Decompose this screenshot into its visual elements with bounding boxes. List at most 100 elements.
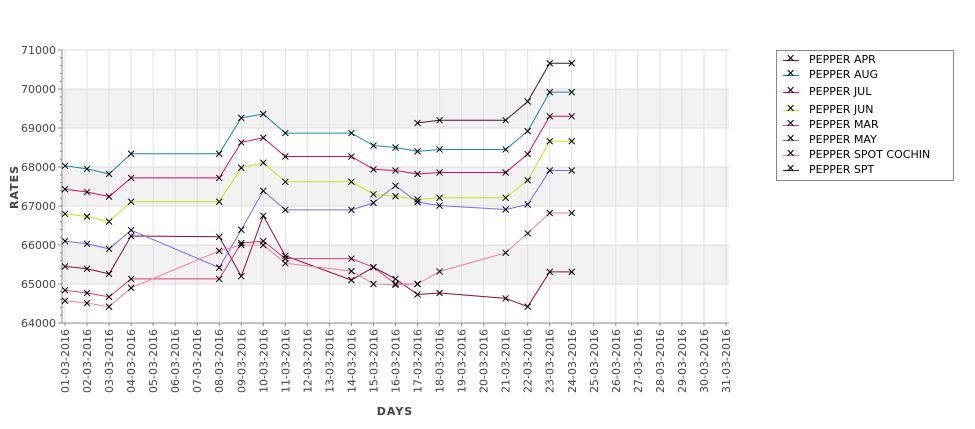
data-point-pepper-apr [281,252,289,260]
data-point-pepper-spot-cochin [392,281,399,289]
x-tick-label: 12-03-2016 [301,329,314,393]
x-axis-label: DAYS [377,405,413,418]
data-point-pepper-spt [568,59,576,67]
x-tick-label: 28-03-2016 [654,329,667,393]
data-point-pepper-spt [502,116,510,124]
data-point-pepper-may [105,245,113,253]
data-point-pepper-aug [546,88,554,96]
data-point-pepper-apr [546,268,554,276]
data-point-pepper-may [546,167,554,174]
data-point-pepper-mar [215,275,223,283]
x-tick-label: 05-03-2016 [147,329,160,393]
x-tick-label: 25-03-2016 [588,329,601,393]
data-point-pepper-aug [215,150,223,158]
data-point-pepper-apr [392,275,399,283]
data-point-pepper-jun [436,194,443,202]
data-point-pepper-aug [568,88,576,96]
data-point-pepper-aug [237,114,245,122]
data-point-pepper-may [392,182,399,190]
data-point-pepper-apr [568,268,576,276]
data-point-pepper-spot-cochin [215,247,223,255]
legend-swatch-icon: ✕ [781,102,801,117]
data-point-pepper-spt [546,59,554,67]
data-point-pepper-jun [61,210,69,218]
data-point-pepper-jul [348,153,355,160]
x-tick-label: 21-03-2016 [500,329,513,393]
data-point-pepper-jul [237,139,245,146]
data-point-pepper-apr [105,270,113,278]
x-tick-label: 13-03-2016 [323,329,336,393]
data-point-pepper-spot-cochin [436,268,443,275]
x-tick-label: 30-03-2016 [698,329,711,393]
data-point-pepper-spot-cochin [568,209,576,217]
legend-item: ✕ PEPPER APR [781,52,876,67]
data-point-pepper-may [237,226,245,234]
data-point-pepper-jun [237,164,245,172]
x-tick-label: 03-03-2016 [103,329,116,393]
legend-label: PEPPER SPT [809,163,875,176]
data-point-pepper-aug [414,148,421,155]
legend-item: ✕ PEPPER AUG [781,67,878,82]
legend-label: PEPPER APR [809,53,876,66]
data-point-pepper-aug [281,129,289,137]
data-point-pepper-jul [392,167,399,174]
data-point-pepper-spot-cochin [281,259,289,267]
data-point-pepper-mar [237,239,245,247]
data-point-pepper-jun [281,178,289,186]
x-tick-label: 20-03-2016 [478,329,491,393]
data-point-pepper-mar [348,255,355,263]
data-point-pepper-spt [436,116,443,124]
data-point-pepper-aug [61,162,69,170]
legend-label: PEPPER SPOT COCHIN [809,148,931,161]
data-point-pepper-apr [524,303,532,310]
data-point-pepper-apr [502,295,510,302]
x-tick-label: 01-03-2016 [59,329,72,393]
legend-item: ✕ PEPPER SPOT COCHIN [781,147,931,162]
x-tick-label: 07-03-2016 [191,329,204,393]
x-tick-label: 22-03-2016 [522,329,535,393]
data-point-pepper-spot-cochin [414,280,421,288]
data-point-pepper-jun [348,178,355,186]
data-point-pepper-apr [414,291,421,298]
data-point-pepper-jul [215,174,223,182]
x-tick-label: 26-03-2016 [610,329,623,393]
data-point-pepper-apr [83,265,91,273]
y-tick-label: 69000 [21,122,56,135]
data-point-pepper-may [215,264,223,271]
y-tick-label: 67000 [21,200,56,213]
data-point-pepper-aug [127,150,135,158]
x-tick-label: 27-03-2016 [632,329,645,393]
data-point-pepper-aug [392,144,399,151]
data-point-pepper-spt [524,98,532,105]
x-tick-label: 11-03-2016 [279,329,292,393]
legend-swatch-icon: ✕ [781,162,801,177]
legend-label: PEPPER MAY [809,133,877,146]
data-point-pepper-jun [127,198,135,206]
x-tick-label: 29-03-2016 [676,329,689,393]
data-point-pepper-spot-cochin [370,280,377,288]
data-point-pepper-jul [281,153,289,160]
data-point-pepper-jul [568,112,576,120]
data-point-pepper-may [524,201,532,208]
data-point-pepper-spot-cochin [61,297,69,305]
data-point-pepper-spot-cochin [237,241,245,249]
data-point-pepper-jun [414,196,421,203]
data-point-pepper-spt [414,119,421,127]
y-tick-label: 70000 [21,83,56,96]
data-point-pepper-aug [524,127,532,135]
y-tick-label: 64000 [21,317,56,330]
data-point-pepper-jun [502,194,510,202]
data-point-pepper-jun [568,137,576,145]
data-point-pepper-jun [83,213,91,220]
data-point-pepper-aug [83,165,91,173]
y-tick-label: 71000 [21,44,56,57]
data-point-pepper-aug [259,110,267,118]
data-point-pepper-may [414,198,421,206]
data-point-pepper-jul [127,174,135,182]
x-tick-label: 17-03-2016 [412,329,425,393]
legend-item: ✕ PEPPER JUL [781,84,872,99]
data-point-pepper-jul [370,165,377,173]
data-point-pepper-jun [259,159,267,167]
legend-label: PEPPER JUL [809,85,872,98]
y-tick-label: 68000 [21,161,56,174]
